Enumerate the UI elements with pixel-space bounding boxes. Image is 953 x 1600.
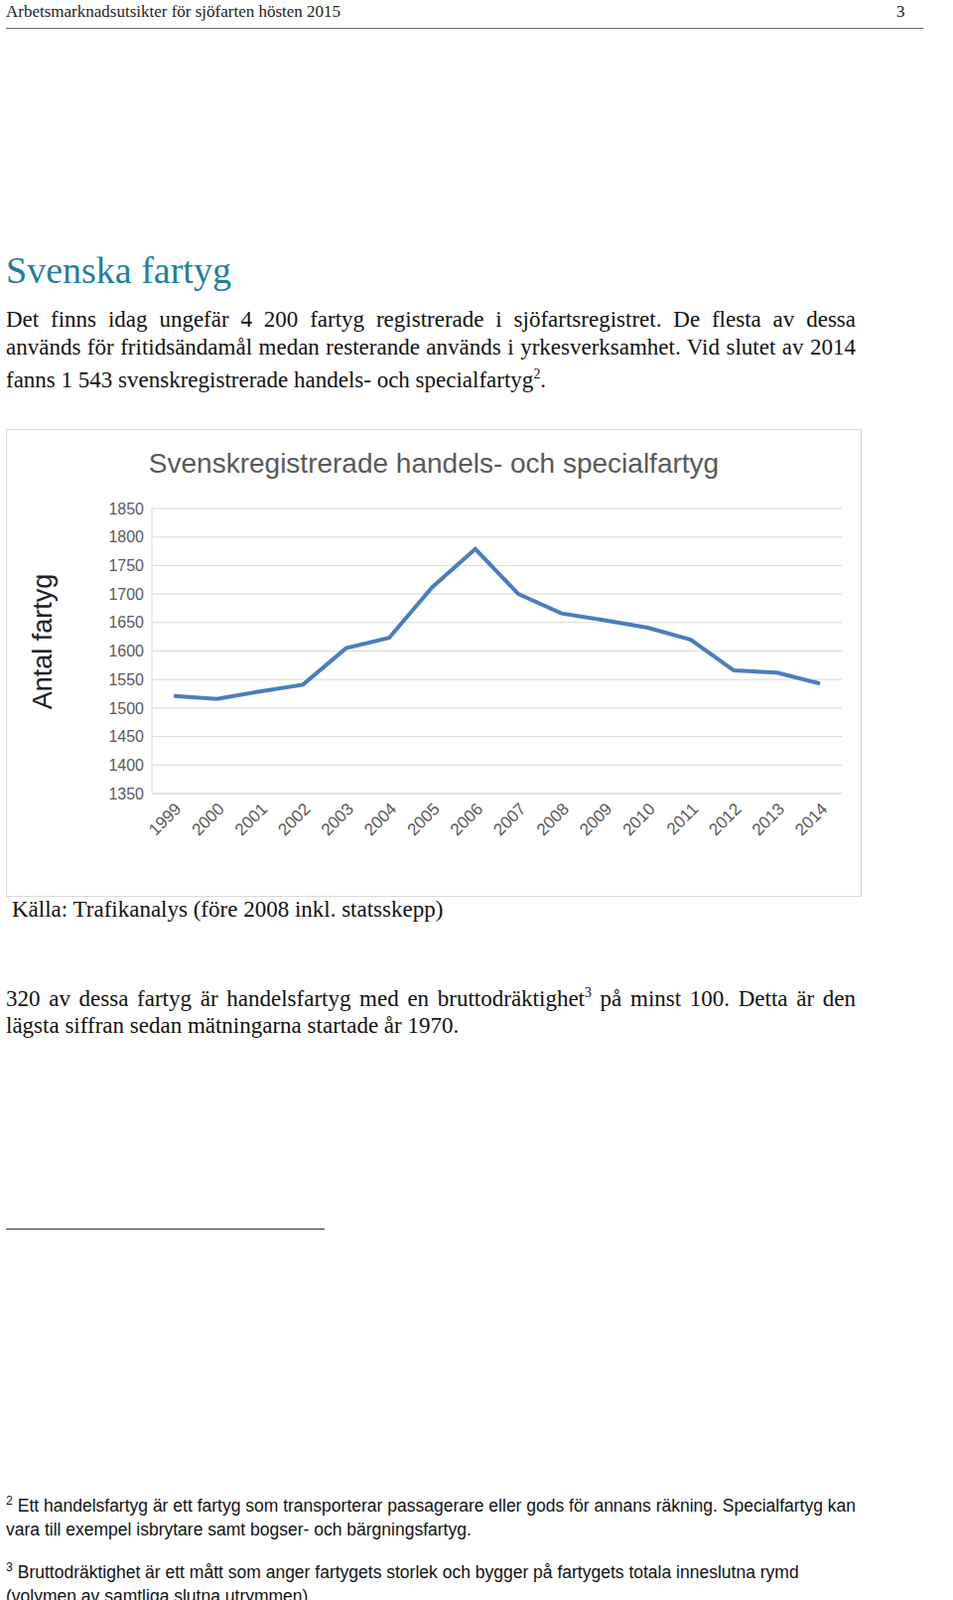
svg-text:1999: 1999 <box>144 799 185 839</box>
html-text:3: 3 <box>896 1 905 21</box>
html-text:Svenska fartyg: Svenska fartyg <box>5 249 232 291</box>
svg-text:2012: 2012 <box>704 799 745 839</box>
svg-text:1600: 1600 <box>108 642 144 660</box>
svg-text:2013: 2013 <box>748 799 789 839</box>
svg-text:2001: 2001 <box>231 799 272 839</box>
svg-text:2000: 2000 <box>188 799 229 839</box>
html-text:Källa: Trafikanalys (före 2008: Källa: Trafikanalys (före 2008 inkl. sta… <box>11 896 444 922</box>
svg-text:2005: 2005 <box>404 799 444 839</box>
html-text:Det finns idag ungefär 4 200 f: Det finns idag ungefär 4 200 fartyg regi… <box>5 306 856 392</box>
svg-text:2007: 2007 <box>489 799 530 839</box>
svg-text:1700: 1700 <box>108 585 144 603</box>
svg-text:2008: 2008 <box>533 799 573 839</box>
svg-text:2010: 2010 <box>619 799 660 839</box>
svg-text:2011: 2011 <box>663 799 702 838</box>
svg-text:2006: 2006 <box>446 799 487 839</box>
svg-text:1850: 1850 <box>108 500 144 518</box>
svg-text:2003: 2003 <box>317 799 358 839</box>
html-text:320 av dessa fartyg är handels: 320 av dessa fartyg är handelsfartyg med… <box>5 984 856 1038</box>
svg-text:2014: 2014 <box>791 799 831 839</box>
svg-text:1650: 1650 <box>108 613 144 631</box>
html-text:3: 3 <box>5 1559 13 1574</box>
svg-text:1800: 1800 <box>108 528 144 545</box>
html-text:Svenskregistrerade handels- oc: Svenskregistrerade handels- och specialf… <box>148 447 719 479</box>
html-text:Antal fartyg: Antal fartyg <box>27 573 58 710</box>
html-text:2 Ett handelsfartyg är ett far: 2 Ett handelsfartyg är ett fartyg som tr… <box>5 1493 856 1539</box>
html-text:Arbetsmarknadsutsikter för sjö: Arbetsmarknadsutsikter för sjöfarten hös… <box>5 1 341 21</box>
svg-text:1750: 1750 <box>108 556 144 574</box>
svg-text:1550: 1550 <box>108 671 144 688</box>
svg-text:1350: 1350 <box>108 785 144 803</box>
svg-text:2009: 2009 <box>575 799 616 839</box>
svg-text:2002: 2002 <box>273 799 314 839</box>
svg-text:1400: 1400 <box>108 756 144 774</box>
svg-text:1500: 1500 <box>108 699 144 717</box>
svg-text:1450: 1450 <box>108 727 144 745</box>
svg-text:2004: 2004 <box>360 799 401 839</box>
